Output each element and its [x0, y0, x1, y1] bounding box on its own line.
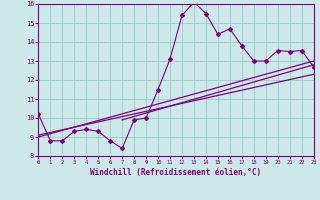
X-axis label: Windchill (Refroidissement éolien,°C): Windchill (Refroidissement éolien,°C) — [91, 168, 261, 177]
